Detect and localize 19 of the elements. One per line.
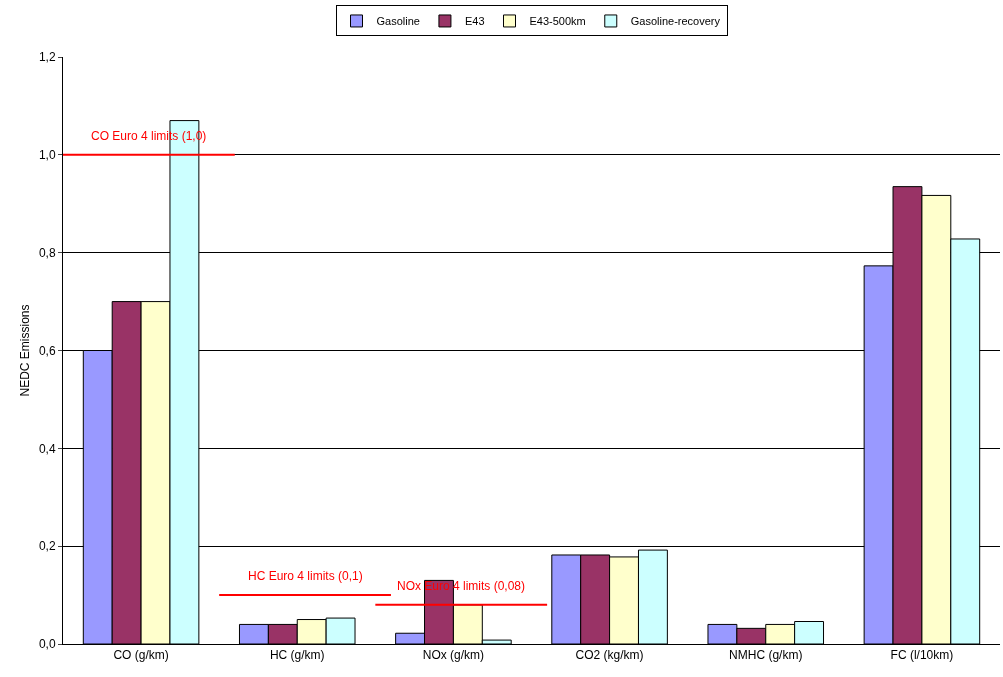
legend-label: E43-500km xyxy=(529,15,586,28)
y-tick-label: 0,2 xyxy=(38,539,56,554)
y-tick-label: 0,6 xyxy=(38,343,56,358)
x-tick-label: HC (g/km) xyxy=(269,648,325,663)
legend-label: E43 xyxy=(464,15,485,28)
legend-label: Gasoline-recovery xyxy=(630,15,721,28)
x-tick-label: CO2 (kg/km) xyxy=(575,648,644,663)
ref-line-label: HC Euro 4 limits (0,1) xyxy=(248,569,363,583)
y-tick-label: 0,4 xyxy=(38,441,56,456)
y-tick-label: 1,2 xyxy=(38,50,56,65)
y-tick-label: 0,8 xyxy=(38,245,56,260)
y-tick-label: 0,0 xyxy=(38,637,56,652)
x-tick-label: CO (g/km) xyxy=(113,648,169,663)
legend-label: Gasoline xyxy=(376,15,420,28)
x-tick-label: FC (l/10km) xyxy=(890,648,954,663)
y-tick-label: 1,0 xyxy=(38,148,56,163)
x-tick-label: NOx (g/km) xyxy=(422,648,485,663)
y-axis-title: NEDC Emissions xyxy=(18,304,32,397)
x-tick-label: NMHC (g/km) xyxy=(729,648,803,663)
